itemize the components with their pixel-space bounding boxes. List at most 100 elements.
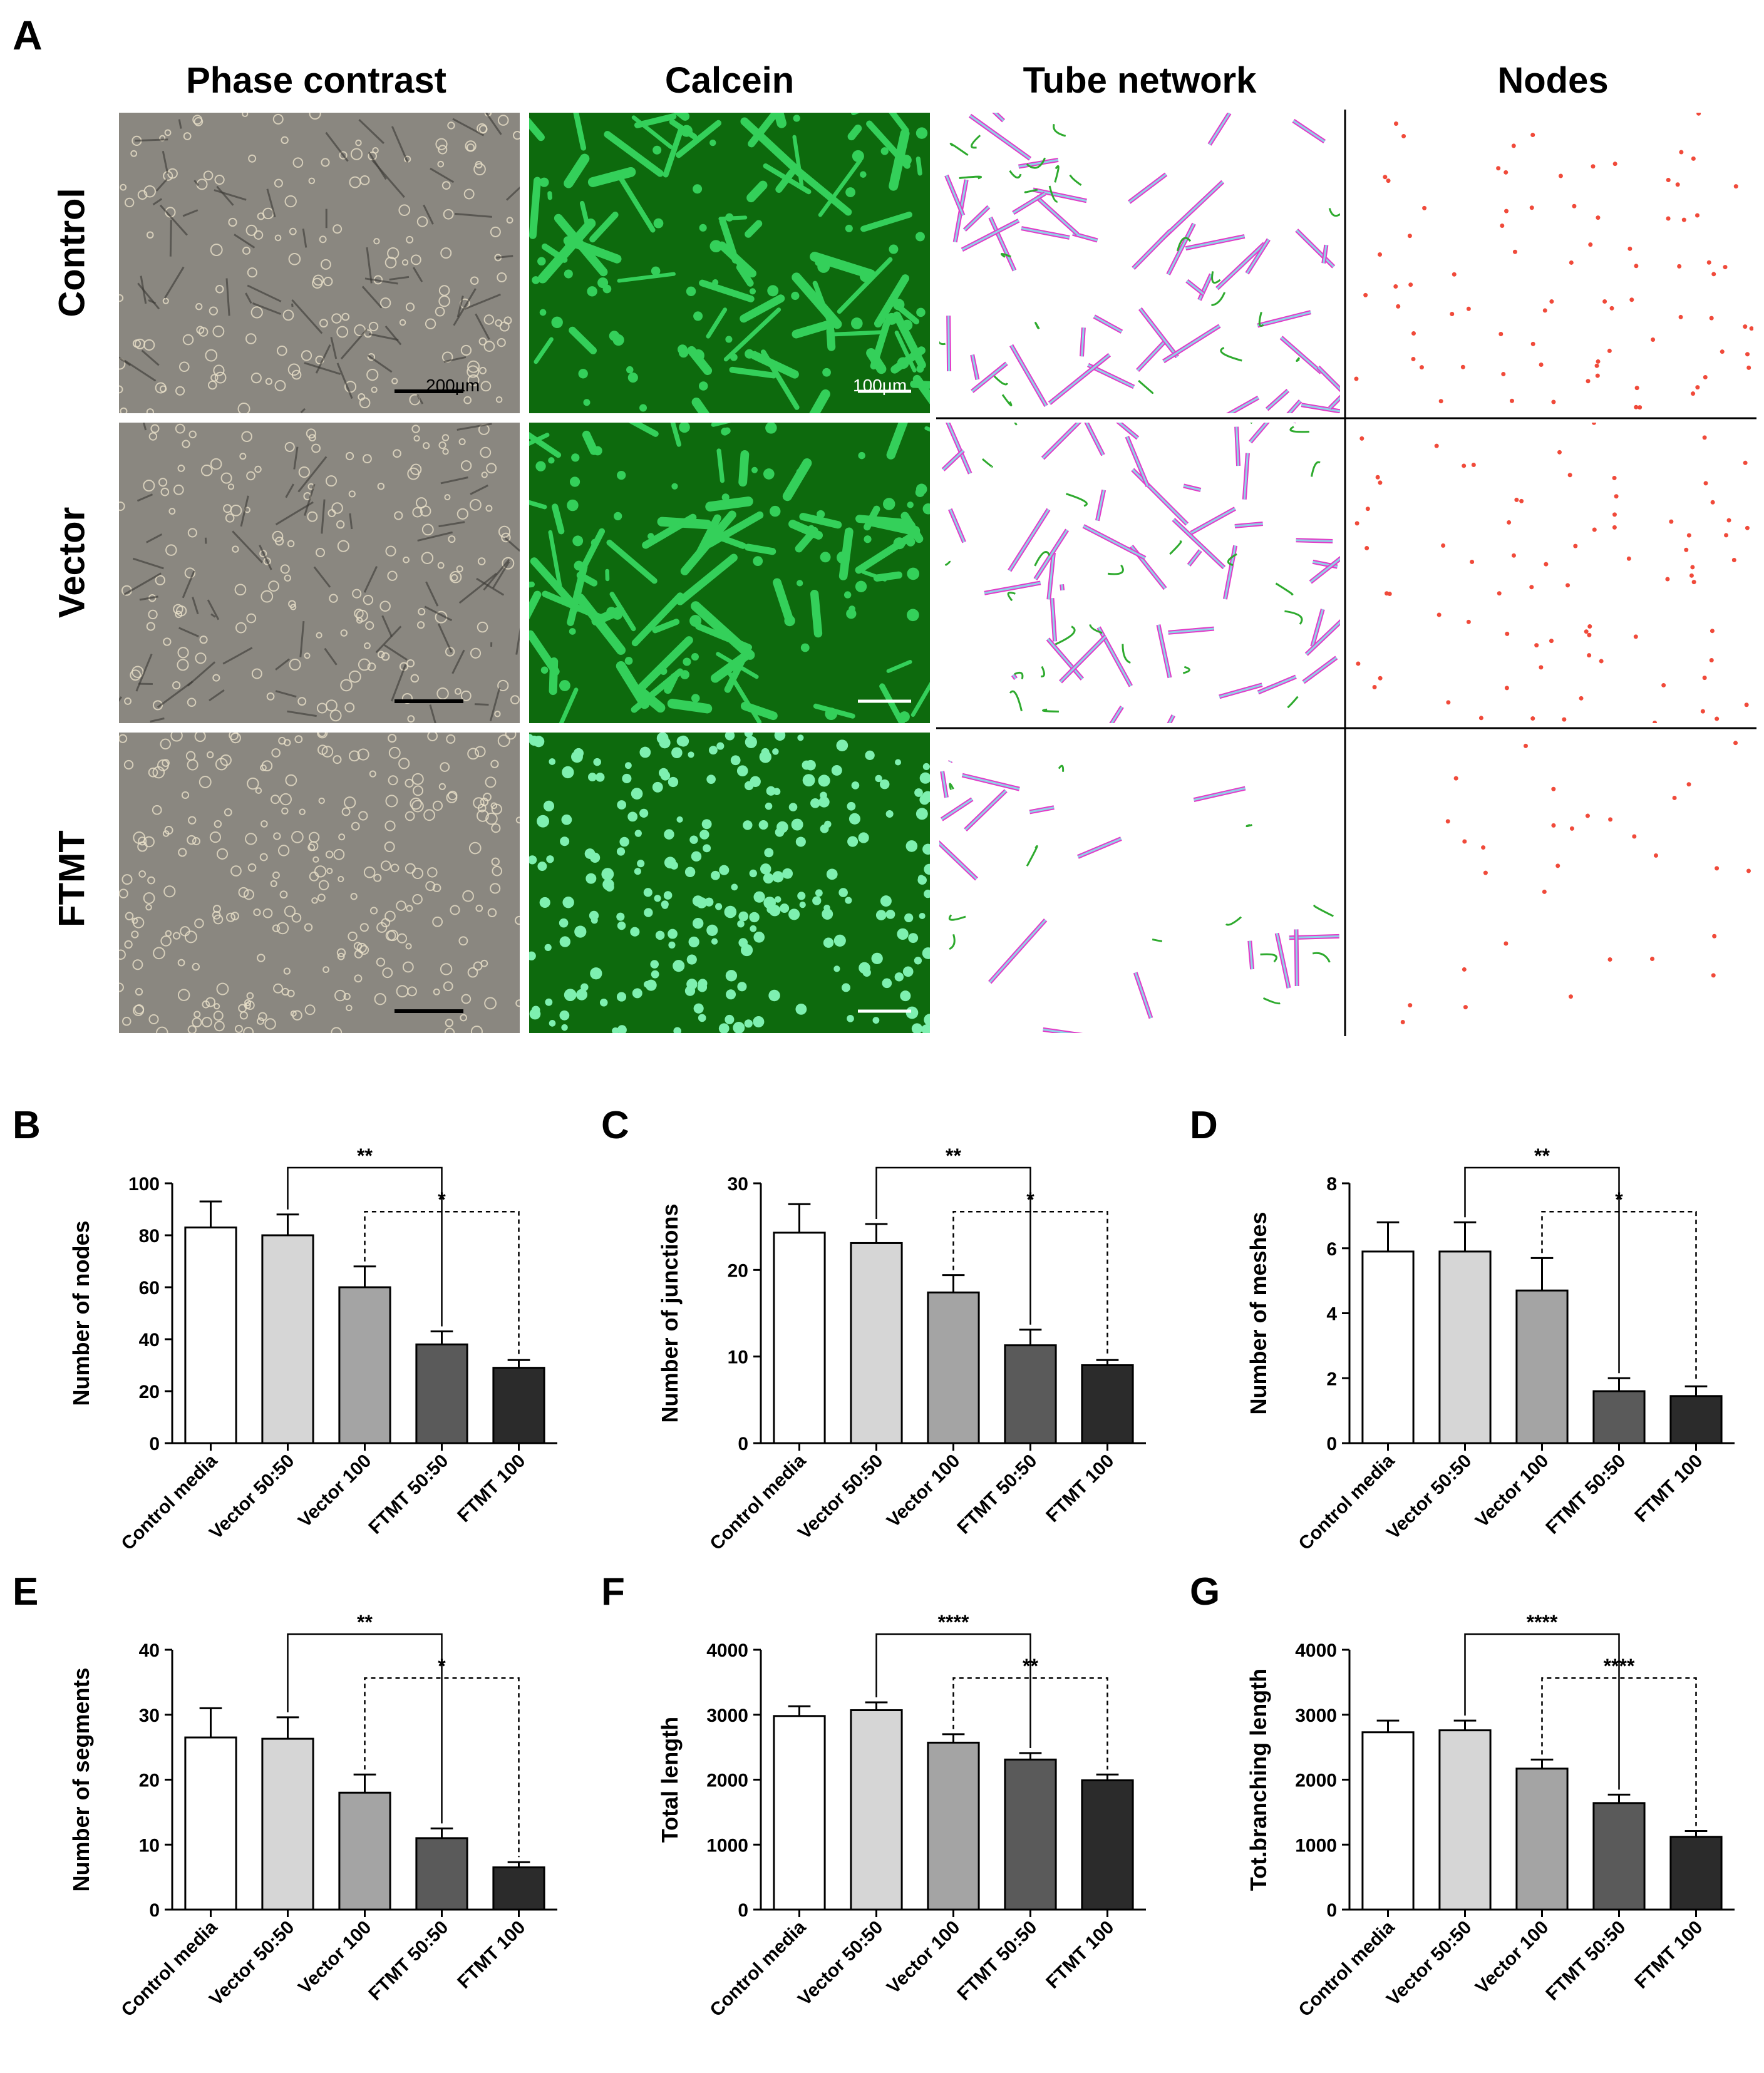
micrograph-phase-ftmt [119,733,520,1033]
y-tick-label: 10 [139,1835,160,1856]
x-tick-label: FTMT 100 [453,1451,529,1526]
significance-label: * [438,1655,446,1677]
x-tick-label: FTMT 50:50 [1542,1917,1629,2005]
x-tick-label: Vector 100 [294,1917,375,1998]
bar [1592,1802,1646,1911]
micrograph-nodes-control [1353,113,1753,413]
y-tick-label: 60 [139,1278,160,1299]
column-header-phase-contrast: Phase contrast [186,60,446,101]
column-header-tube-network: Tube network [1023,60,1257,101]
micrograph-phase-vector [119,423,520,723]
x-tick-label: FTMT 100 [1631,1917,1706,1993]
x-tick-label: FTMT 100 [1631,1451,1706,1526]
x-tick-label: Vector 100 [294,1451,375,1531]
x-tick-label: Control media [706,1916,810,2020]
micrograph-calcein-vector [529,423,930,723]
y-tick-label: 80 [139,1226,160,1247]
bar [773,1715,826,1911]
panel-letter-a: A [13,12,43,58]
bar [850,1242,903,1444]
bar [338,1286,391,1444]
scale-label-100um: 100µm [853,376,907,395]
y-tick-label: 6 [1326,1239,1337,1260]
bar-chart-g: G Tot.branching length 0 1000 2000 3000 4000 Co… [1190,1568,1753,2032]
y-tick-label: 4000 [1295,1640,1337,1661]
panel-letter-d: D [1190,1104,1218,1147]
column-header-calcein: Calcein [664,60,795,101]
y-tick-label: 0 [738,1434,748,1454]
bar-chart-f: F Total length 0 1000 2000 3000 4000 Control me… [601,1568,1165,2032]
y-tick-label: 30 [728,1174,748,1195]
bar [1004,1344,1057,1444]
y-tick-label: 8 [1326,1174,1337,1195]
bar [773,1232,826,1444]
significance-label: * [438,1188,446,1211]
bar [1081,1779,1134,1911]
bar [927,1741,980,1911]
bar-chart-c: C Number of junctions 0 10 20 30 Control media… [601,1102,1165,1565]
bar [1515,1289,1569,1444]
y-tick-label: 3000 [1295,1705,1337,1726]
panel-letter-c: C [601,1104,629,1147]
y-tick-label: 0 [1326,1900,1337,1921]
y-tick-label: 30 [139,1705,160,1726]
significance-bracket [287,1633,443,1824]
micrograph-calcein-control [529,113,930,413]
x-tick-label: Control media [1295,1450,1399,1554]
bar [261,1234,314,1444]
x-tick-label: Vector 100 [1472,1917,1552,1998]
row-label-ftmt: FTMT [51,830,93,927]
y-axis-label: Tot.branching length [1246,1669,1271,1891]
bar [184,1227,237,1444]
significance-bracket [952,1677,1108,1770]
significance-bracket [1464,1633,1620,1790]
x-tick-label: Vector 100 [883,1451,964,1531]
bar [261,1737,314,1911]
bar [1081,1364,1134,1444]
bar [1515,1767,1569,1911]
y-tick-label: 0 [149,1434,160,1454]
row-label-vector: Vector [51,507,93,619]
panel-letter-b: B [13,1104,41,1147]
x-tick-label: Control media [1295,1916,1399,2020]
x-tick-label: Control media [118,1450,222,1554]
significance-bracket [364,1210,520,1355]
y-tick-label: 20 [728,1260,748,1281]
bar [492,1367,545,1444]
x-tick-label: FTMT 50:50 [953,1917,1041,2005]
bar-chart-e: E Number of segments 0 10 20 30 40 Control medi… [13,1568,576,2032]
x-tick-label: FTMT 50:50 [953,1451,1041,1538]
y-tick-label: 3000 [706,1705,748,1726]
bar-chart-b: B Number of nodes 0 20 40 60 80 100 Control medi… [13,1102,576,1565]
significance-label: **** [1604,1655,1635,1677]
bar [1361,1731,1415,1911]
y-tick-label: 20 [139,1382,160,1402]
y-tick-label: 2 [1326,1369,1337,1389]
significance-label: **** [938,1611,969,1633]
y-tick-label: 100 [128,1174,160,1195]
y-axis-label: Number of nodes [68,1220,94,1406]
panel-letter-e: E [13,1570,38,1613]
y-tick-label: 0 [738,1900,748,1921]
x-tick-label: Control media [118,1916,222,2020]
significance-bracket [364,1677,520,1858]
significance-label: ** [1534,1145,1550,1167]
bar [1438,1729,1492,1911]
bar [1361,1250,1415,1444]
significance-label: ** [357,1611,373,1633]
y-tick-label: 20 [139,1771,160,1791]
micrograph-tube-vector [939,423,1340,723]
y-tick-label: 2000 [1295,1771,1337,1791]
bar-chart-d: D Number of meshes 0 2 4 6 8 Control media Vecto… [1190,1102,1753,1565]
y-tick-label: 1000 [1295,1835,1337,1856]
micrograph-tube-ftmt [939,733,1340,1033]
x-tick-label: Vector 100 [883,1917,964,1998]
bar [415,1837,468,1911]
row-label-control: Control [51,188,93,317]
significance-bracket [875,1633,1031,1748]
scale-label-200um: 200µm [426,376,480,395]
significance-bracket [875,1166,1031,1325]
micrograph-nodes-ftmt [1353,733,1753,1033]
x-tick-label: FTMT 50:50 [1542,1451,1629,1538]
bar [1669,1836,1723,1911]
